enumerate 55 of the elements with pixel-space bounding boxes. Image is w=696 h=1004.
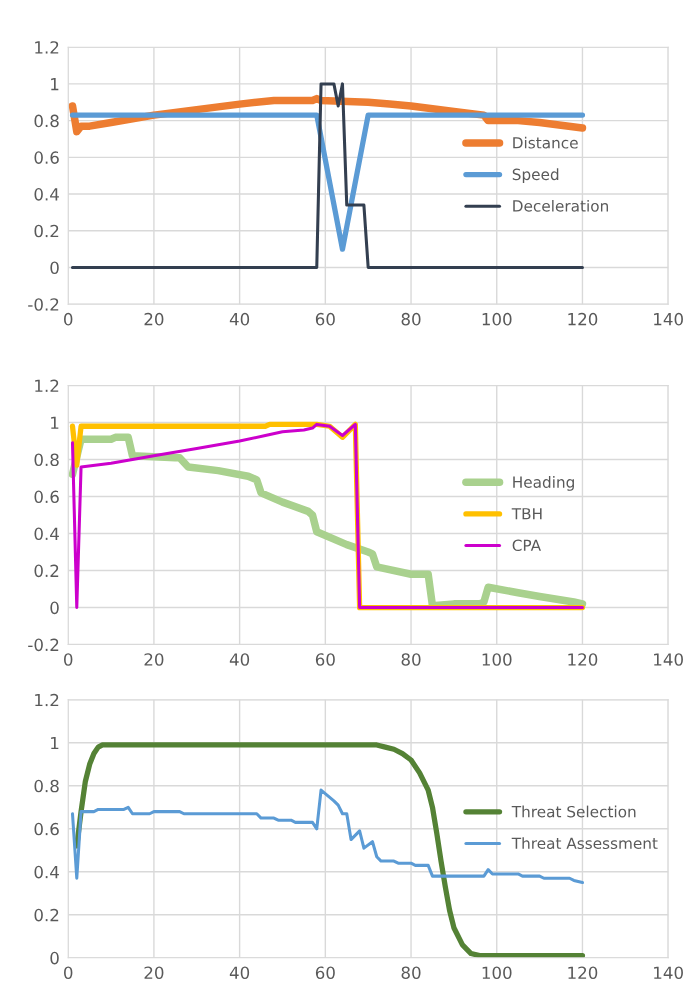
x-tick-label: 0 [64, 312, 73, 326]
y-tick-label: 0.6 [34, 490, 59, 504]
x-tick-label: 60 [315, 653, 335, 666]
y-tick-label: 0.2 [34, 564, 59, 578]
legend-label: Speed [512, 168, 559, 184]
x-tick-label: 140 [654, 312, 683, 326]
x-tick-label: 20 [144, 966, 164, 980]
x-tick-label: 120 [568, 653, 598, 666]
y-tick-label: 0.8 [34, 114, 59, 128]
x-tick-label: 40 [229, 966, 250, 980]
x-tick-label: 0 [64, 966, 73, 980]
y-tick-label: 1 [51, 78, 59, 91]
y-tick-label: 1 [51, 416, 59, 429]
x-tick-label: 40 [229, 312, 250, 326]
x-tick-label: 100 [482, 966, 512, 980]
y-tick-label: 0.8 [34, 453, 59, 467]
y-tick-label: 0.2 [34, 224, 59, 238]
x-tick-label: 120 [568, 966, 598, 980]
x-tick-label: 20 [144, 653, 164, 666]
x-tick-label: 0 [64, 653, 73, 666]
y-tick-label: 1.2 [35, 41, 59, 54]
y-tick-label: 1.2 [35, 379, 59, 392]
x-tick-label: 140 [654, 653, 683, 666]
y-tick-label: 0.4 [34, 188, 59, 201]
y-tick-label: 0.6 [34, 822, 59, 836]
x-tick-label: 80 [401, 312, 421, 326]
y-tick-label: 0 [50, 261, 59, 275]
x-tick-label: 140 [654, 966, 683, 980]
y-tick-label: 0.4 [34, 527, 59, 541]
y-tick-label: 0.6 [34, 151, 59, 164]
x-tick-label: 100 [482, 312, 512, 326]
x-tick-label: 80 [401, 966, 421, 980]
x-tick-label: 40 [229, 653, 250, 666]
y-tick-label: -0.2 [28, 638, 59, 652]
x-tick-label: 20 [144, 312, 164, 326]
y-tick-label: 1 [51, 736, 59, 750]
x-tick-label: 120 [568, 312, 598, 326]
y-tick-label: 1.2 [35, 693, 59, 707]
y-tick-label: -0.2 [28, 298, 59, 311]
legend-label: Threat Selection [511, 805, 636, 818]
x-tick-label: 80 [401, 653, 421, 666]
y-tick-label: 0 [50, 601, 59, 615]
legend-label: TBH [511, 508, 542, 520]
y-tick-label: 0.4 [34, 865, 59, 879]
legend-label: CPA [512, 539, 541, 552]
y-tick-label: 0.8 [34, 779, 59, 793]
y-tick-label: 0 [50, 951, 59, 965]
x-tick-label: 100 [482, 653, 512, 666]
y-tick-label: 0.2 [34, 908, 59, 922]
x-tick-label: 60 [315, 966, 335, 980]
x-tick-label: 60 [315, 312, 335, 326]
legend-label: Heading [513, 476, 574, 491]
legend-label: Deceleration [513, 199, 608, 212]
legend-label: Distance [513, 136, 578, 149]
legend-label: Threat Assessment [511, 837, 658, 850]
